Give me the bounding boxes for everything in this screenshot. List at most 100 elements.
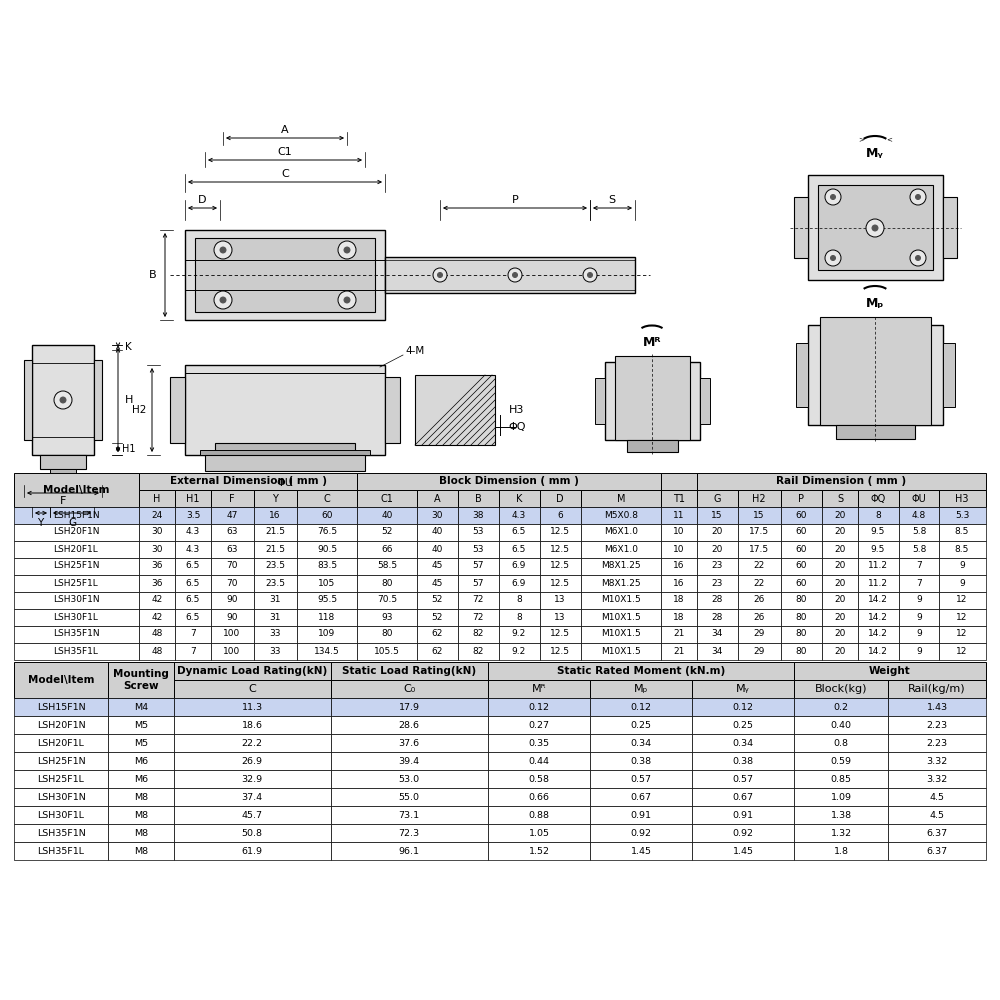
Text: 9.5: 9.5: [871, 528, 885, 536]
Bar: [822, 592, 858, 609]
Text: LSH15F1N: LSH15F1N: [37, 702, 85, 712]
Circle shape: [825, 250, 841, 266]
Text: D: D: [198, 195, 206, 205]
Bar: [822, 541, 858, 558]
Text: 42: 42: [151, 595, 163, 604]
Text: 0.67: 0.67: [732, 792, 754, 802]
Text: 73.1: 73.1: [398, 810, 420, 820]
Text: 109: 109: [318, 630, 336, 639]
Bar: [899, 626, 939, 643]
Text: 9: 9: [916, 630, 922, 639]
Text: 134.5: 134.5: [314, 647, 340, 656]
Bar: [205, 455, 365, 471]
Bar: [939, 524, 986, 541]
Text: 72: 72: [472, 595, 484, 604]
Bar: [417, 626, 458, 643]
Text: 16: 16: [673, 578, 685, 587]
Text: 16: 16: [673, 562, 685, 570]
Bar: [458, 643, 499, 660]
Bar: [331, 680, 488, 698]
Bar: [488, 680, 590, 698]
Text: H2: H2: [752, 494, 766, 504]
Circle shape: [916, 255, 920, 260]
Text: 45.7: 45.7: [242, 810, 262, 820]
Text: 48: 48: [151, 647, 163, 656]
Text: 8: 8: [875, 510, 881, 520]
Bar: [24, 360, 32, 440]
Bar: [488, 698, 590, 716]
Bar: [417, 575, 458, 592]
Bar: [615, 356, 690, 440]
Text: 105: 105: [318, 578, 336, 587]
Bar: [108, 734, 174, 752]
Bar: [888, 770, 986, 788]
Bar: [738, 609, 781, 626]
Text: B: B: [475, 494, 481, 504]
Circle shape: [338, 291, 356, 309]
Text: 90.5: 90.5: [317, 544, 337, 554]
Bar: [899, 643, 939, 660]
Text: 12: 12: [956, 647, 968, 656]
Text: 8.5: 8.5: [955, 528, 969, 536]
Circle shape: [214, 291, 232, 309]
Text: 6.9: 6.9: [512, 562, 526, 570]
Text: 28: 28: [711, 595, 723, 604]
Text: 17.9: 17.9: [398, 702, 420, 712]
Text: F: F: [229, 494, 235, 504]
Text: 2.23: 2.23: [926, 720, 948, 730]
Text: 12: 12: [956, 595, 968, 604]
Text: M: M: [617, 494, 625, 504]
Text: M8X1.25: M8X1.25: [601, 562, 641, 570]
Text: 14.2: 14.2: [868, 595, 888, 604]
Bar: [697, 643, 738, 660]
Bar: [781, 609, 822, 626]
Text: 0.8: 0.8: [834, 738, 848, 748]
Text: M8: M8: [134, 792, 148, 802]
Text: 26: 26: [753, 595, 765, 604]
Bar: [540, 490, 581, 507]
Bar: [794, 662, 986, 680]
Text: 0.35: 0.35: [528, 738, 550, 748]
Circle shape: [910, 250, 926, 266]
Text: 52: 52: [381, 528, 393, 536]
Bar: [661, 507, 697, 524]
Text: H2: H2: [132, 405, 146, 415]
Bar: [822, 609, 858, 626]
Text: 0.12: 0.12: [528, 702, 550, 712]
Bar: [697, 490, 738, 507]
Bar: [331, 662, 488, 680]
Bar: [174, 824, 331, 842]
Bar: [858, 558, 899, 575]
Bar: [215, 443, 355, 455]
Bar: [738, 524, 781, 541]
Bar: [581, 558, 661, 575]
Bar: [108, 842, 174, 860]
Bar: [581, 575, 661, 592]
Bar: [794, 698, 888, 716]
Text: LSH25F1N: LSH25F1N: [53, 562, 99, 570]
Bar: [297, 592, 357, 609]
Bar: [697, 575, 738, 592]
Bar: [697, 524, 738, 541]
Text: 7: 7: [190, 647, 196, 656]
Text: 118: 118: [318, 612, 336, 621]
Text: 23.5: 23.5: [265, 562, 285, 570]
Text: 23: 23: [711, 562, 723, 570]
Text: 13: 13: [554, 595, 566, 604]
Bar: [899, 592, 939, 609]
Text: 21.5: 21.5: [265, 528, 285, 536]
Text: 4.5: 4.5: [930, 810, 944, 820]
Bar: [458, 507, 499, 524]
Text: 40: 40: [431, 528, 443, 536]
Text: 47: 47: [226, 510, 238, 520]
Text: 42: 42: [151, 612, 163, 621]
Bar: [174, 680, 331, 698]
Bar: [939, 541, 986, 558]
Text: C: C: [324, 494, 330, 504]
Text: M10X1.5: M10X1.5: [601, 612, 641, 621]
Text: 24: 24: [151, 510, 163, 520]
Text: 60: 60: [795, 544, 807, 554]
Circle shape: [588, 272, 592, 277]
Text: LSH35F1L: LSH35F1L: [54, 647, 98, 656]
Text: ΦU: ΦU: [277, 478, 293, 488]
